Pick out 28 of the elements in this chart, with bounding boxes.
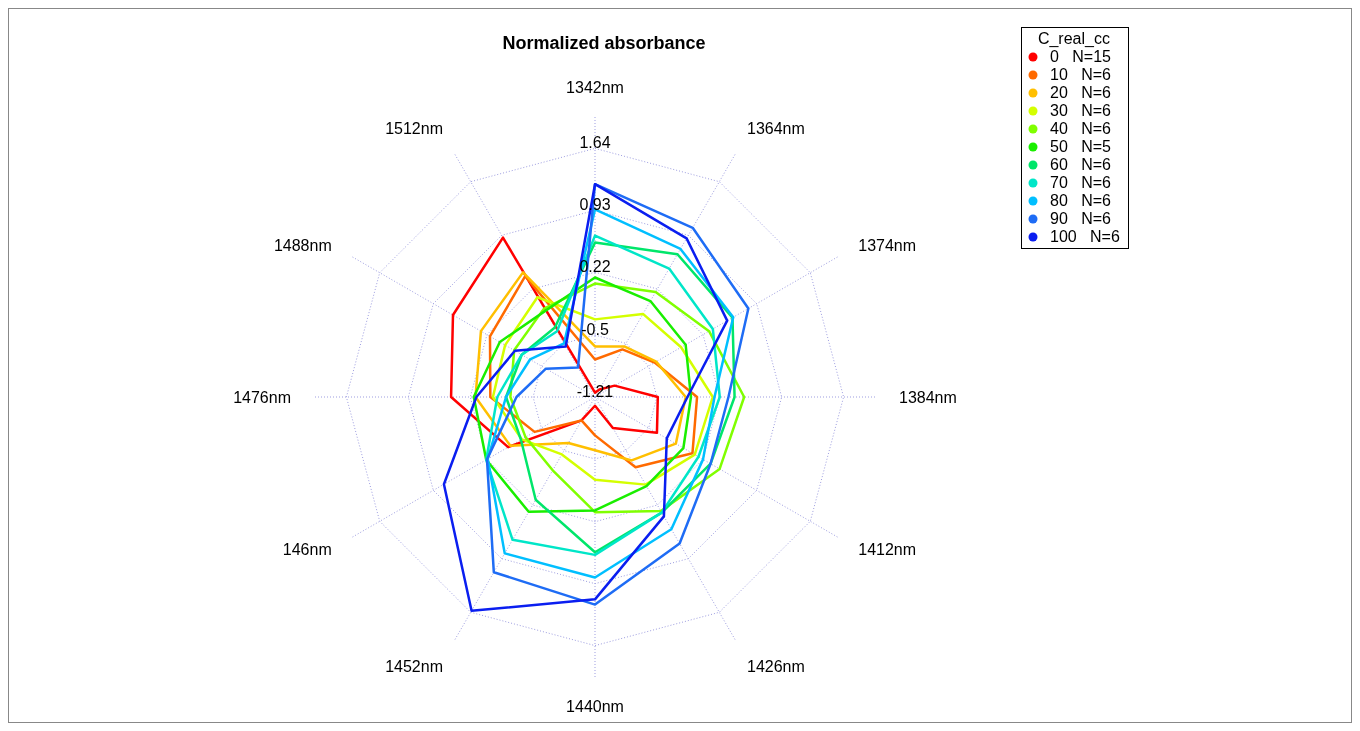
y-tick-label: -1.21 bbox=[576, 383, 614, 400]
spoke-label: 1488nm bbox=[273, 236, 332, 254]
spoke-label: 1440nm bbox=[566, 698, 624, 716]
legend-label: 30 N=6 bbox=[1050, 102, 1111, 120]
spoke-label: 1342nm bbox=[566, 79, 624, 96]
legend-label: 10 N=6 bbox=[1050, 66, 1111, 84]
legend-label: 0 N=15 bbox=[1050, 48, 1111, 66]
legend-label: 50 N=5 bbox=[1050, 138, 1111, 156]
y-tick-label: -0.5 bbox=[581, 321, 609, 339]
spoke-label: 1426nm bbox=[747, 657, 805, 675]
spoke-label: 1364nm bbox=[747, 119, 805, 137]
spoke-label: 1374nm bbox=[858, 236, 917, 254]
spoke-label: 146nm bbox=[282, 540, 332, 558]
legend-title: C_real_cc bbox=[1036, 30, 1111, 48]
legend-label: 60 N=6 bbox=[1050, 156, 1111, 174]
spoke-label: 1384nm bbox=[899, 388, 957, 406]
legend-label: 80 N=6 bbox=[1050, 192, 1111, 210]
y-tick-label: 1.64 bbox=[579, 134, 611, 152]
legend-label: 20 N=6 bbox=[1050, 84, 1111, 102]
spoke-label: 1452nm bbox=[385, 657, 443, 675]
legend-label: 100 N=6 bbox=[1050, 228, 1120, 246]
spoke-label: 1412nm bbox=[858, 540, 917, 558]
spoke-label: 1476nm bbox=[233, 388, 291, 406]
spoke-label: 1512nm bbox=[385, 119, 443, 137]
legend-label: 70 N=6 bbox=[1050, 174, 1111, 192]
legend-label: 40 N=6 bbox=[1050, 120, 1111, 138]
legend-label: 90 N=6 bbox=[1050, 210, 1111, 228]
chart-title: Normalized absorbance bbox=[502, 33, 706, 53]
